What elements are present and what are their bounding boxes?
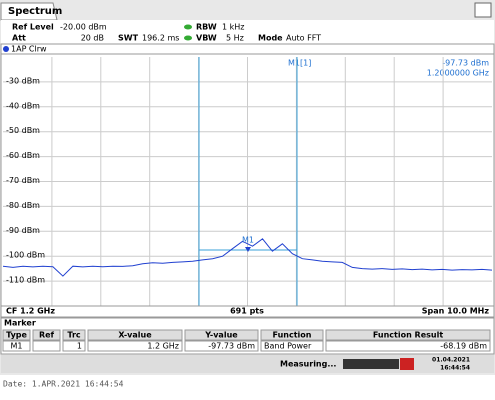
y-tick-label: -70 dBm <box>6 176 40 185</box>
trace-label: 1AP Clrw <box>11 45 47 54</box>
y-tick-label: -60 dBm <box>6 151 40 160</box>
marker-name: M1[1] <box>288 59 311 68</box>
header <box>1 20 494 44</box>
header-cell <box>32 329 61 341</box>
cell <box>87 340 183 352</box>
marker <box>245 247 251 252</box>
value: 1 kHz <box>222 23 244 32</box>
header-text: X-value <box>118 331 152 340</box>
header-text: Ref <box>39 331 55 340</box>
header-cell <box>87 329 183 341</box>
pts: 691 pts <box>230 307 264 316</box>
span: Span 10.0 MHz <box>422 307 490 316</box>
header-text: Y-value <box>204 331 238 340</box>
cell <box>62 340 86 352</box>
cf: CF 1.2 GHz <box>6 307 55 316</box>
value: -20.00 dBm <box>60 23 107 32</box>
label: Mode <box>258 34 283 43</box>
y-tick-label: -40 dBm <box>6 101 40 110</box>
value: 196.2 ms <box>142 34 179 43</box>
header-cell <box>184 329 259 341</box>
y-tick-label: -80 dBm <box>6 201 40 210</box>
footer <box>0 305 495 318</box>
cell-text: -68.19 dBm <box>440 342 487 351</box>
y-tick-label: -50 dBm <box>6 126 40 135</box>
header-cell <box>2 329 31 341</box>
header-text: Trc <box>67 331 81 340</box>
y-tick-label: -100 dBm <box>6 251 45 260</box>
cell <box>32 340 61 352</box>
cell <box>325 340 491 352</box>
header-cell <box>62 329 86 341</box>
tab-title[interactable]: Spectrum <box>8 6 62 17</box>
header-text: Type <box>6 331 27 340</box>
date-line: Date: 1.APR.2021 16:44:54 <box>3 380 124 389</box>
cell-text: Band Power <box>264 342 312 351</box>
marker-level: -97.73 dBm <box>442 59 489 68</box>
status: Measuring... <box>280 360 336 369</box>
marker-tag: M1 <box>242 236 254 245</box>
status-bar <box>1 355 494 373</box>
y-tick-label: -90 dBm <box>6 226 40 235</box>
status-date: 01.04.2021 <box>432 357 470 364</box>
value: 5 Hz <box>226 34 244 43</box>
label: VBW <box>196 34 217 43</box>
marker-freq: 1.2000000 GHz <box>427 69 489 78</box>
value: 20 dB <box>81 34 104 43</box>
trace-dot <box>3 46 9 52</box>
status-icon <box>400 358 414 370</box>
label: Att <box>12 34 26 43</box>
trace <box>2 238 493 277</box>
label: SWT <box>118 34 139 43</box>
table-title: Marker <box>4 319 36 328</box>
label: RBW <box>196 23 217 32</box>
cell-text: M1 <box>11 342 23 351</box>
value: Auto FFT <box>286 34 321 43</box>
y-tick-label: -110 dBm <box>6 276 45 285</box>
cell-text: 1.2 GHz <box>147 342 179 351</box>
cell <box>2 340 31 352</box>
header-cell <box>325 329 491 341</box>
cell-text: -97.73 dBm <box>208 342 255 351</box>
cell-text: 1 <box>77 342 82 351</box>
cell <box>184 340 259 352</box>
y-tick-label: -30 dBm <box>6 76 40 85</box>
header-cell <box>260 329 324 341</box>
indicator <box>184 35 192 41</box>
header-text: Function Result <box>373 331 444 340</box>
label: Ref Level <box>12 23 54 32</box>
window-icon[interactable] <box>474 2 492 18</box>
cell <box>260 340 324 352</box>
status-time: 16:44:54 <box>440 365 470 372</box>
indicator <box>184 24 192 30</box>
progress <box>343 359 399 369</box>
header-text: Function <box>273 331 312 340</box>
